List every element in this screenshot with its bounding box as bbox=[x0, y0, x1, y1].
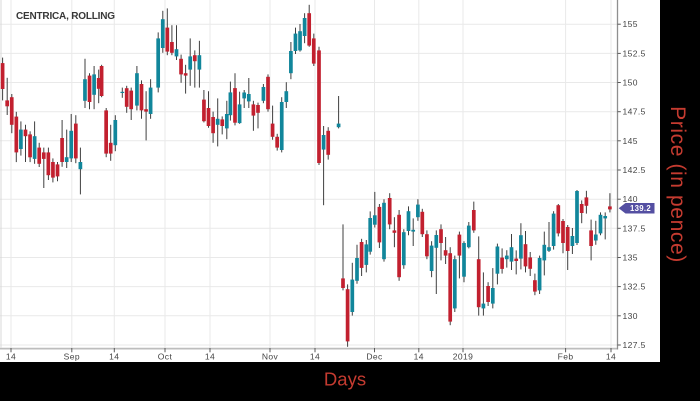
svg-text:152.5: 152.5 bbox=[623, 48, 646, 58]
svg-text:14: 14 bbox=[6, 352, 16, 362]
svg-text:14: 14 bbox=[606, 352, 616, 362]
svg-text:127.5: 127.5 bbox=[623, 340, 646, 350]
svg-text:147.5: 147.5 bbox=[623, 107, 646, 117]
svg-text:CENTRICA, ROLLING: CENTRICA, ROLLING bbox=[16, 11, 115, 22]
svg-text:140: 140 bbox=[623, 194, 638, 204]
svg-text:Sep: Sep bbox=[64, 352, 80, 362]
svg-text:14: 14 bbox=[414, 352, 424, 362]
svg-text:14: 14 bbox=[109, 352, 119, 362]
svg-text:2019: 2019 bbox=[453, 352, 474, 362]
svg-text:Nov: Nov bbox=[262, 352, 279, 362]
svg-text:Price (in pence): Price (in pence) bbox=[666, 106, 689, 263]
svg-text:Feb: Feb bbox=[558, 352, 574, 362]
svg-text:Dec: Dec bbox=[366, 352, 383, 362]
svg-text:150: 150 bbox=[623, 78, 638, 88]
svg-text:142.5: 142.5 bbox=[623, 165, 646, 175]
svg-text:130: 130 bbox=[623, 311, 638, 321]
svg-text:155: 155 bbox=[623, 19, 638, 29]
svg-text:14: 14 bbox=[310, 352, 320, 362]
svg-text:139.2: 139.2 bbox=[630, 204, 651, 213]
svg-text:Oct: Oct bbox=[158, 352, 173, 362]
svg-text:135: 135 bbox=[623, 253, 638, 263]
svg-text:137.5: 137.5 bbox=[623, 223, 646, 233]
svg-text:Days: Days bbox=[324, 369, 366, 390]
svg-text:145: 145 bbox=[623, 136, 638, 146]
svg-text:14: 14 bbox=[205, 352, 215, 362]
svg-text:132.5: 132.5 bbox=[623, 282, 646, 292]
